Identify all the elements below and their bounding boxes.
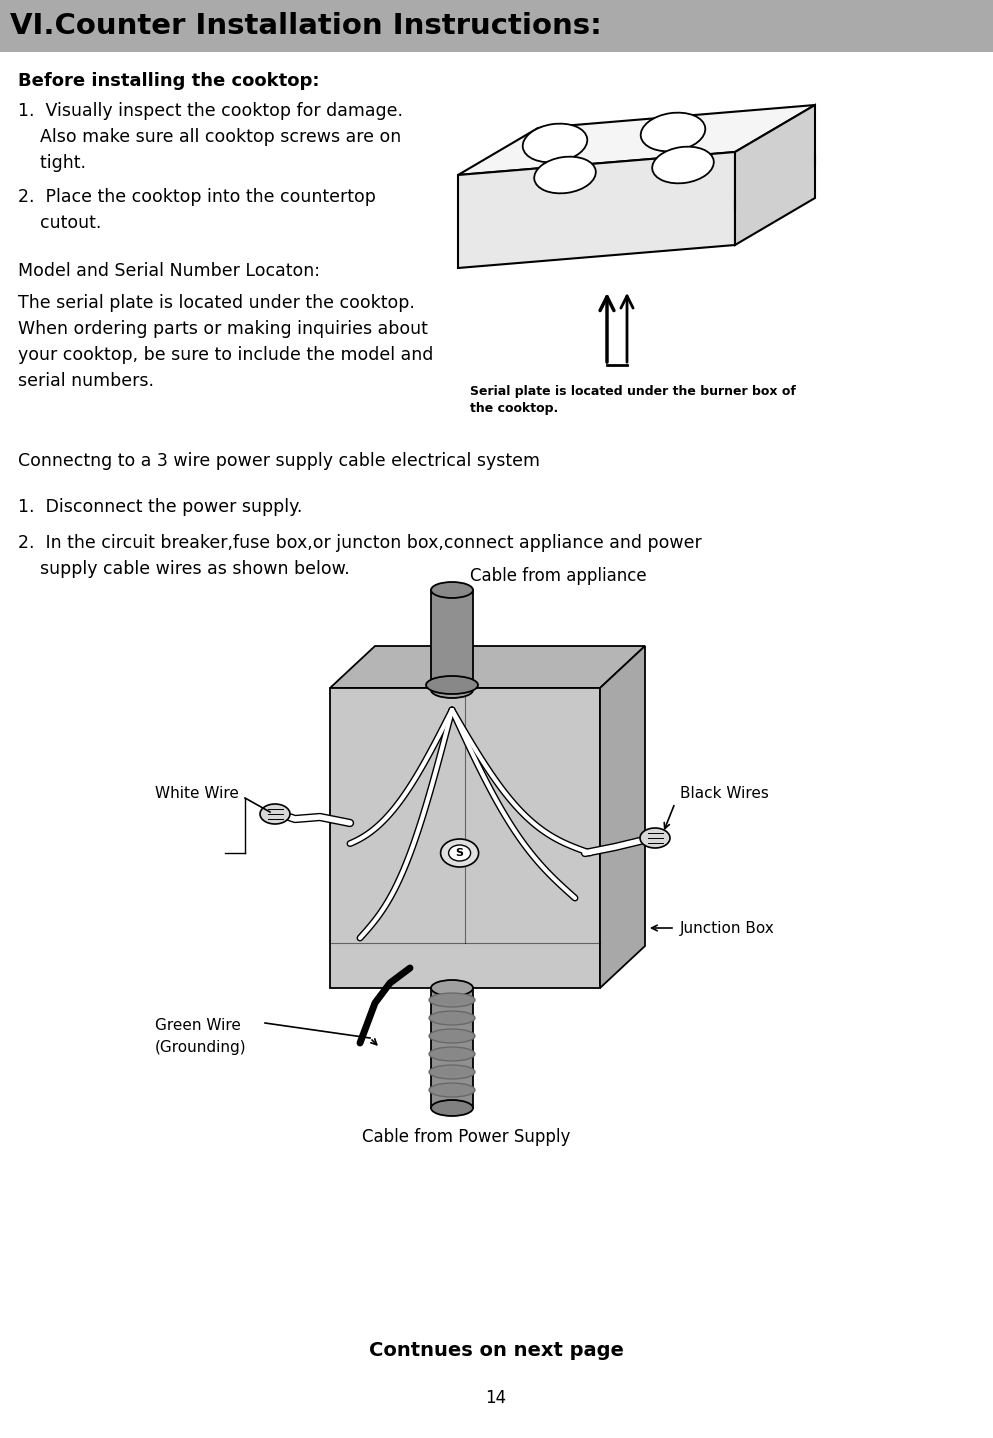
Text: (Grounding): (Grounding) [155, 1040, 246, 1055]
Text: 2.  Place the cooktop into the countertop: 2. Place the cooktop into the countertop [18, 188, 376, 206]
Ellipse shape [522, 124, 587, 162]
Text: When ordering parts or making inquiries about: When ordering parts or making inquiries … [18, 321, 428, 338]
Text: your cooktop, be sure to include the model and: your cooktop, be sure to include the mod… [18, 347, 433, 364]
Text: White Wire: White Wire [155, 785, 239, 801]
Text: Model and Serial Number Locaton:: Model and Serial Number Locaton: [18, 262, 320, 280]
Ellipse shape [429, 1047, 475, 1061]
Text: The serial plate is located under the cooktop.: The serial plate is located under the co… [18, 293, 415, 312]
Ellipse shape [640, 112, 705, 151]
Text: supply cable wires as shown below.: supply cable wires as shown below. [18, 559, 350, 578]
Polygon shape [458, 152, 735, 267]
Text: Green Wire: Green Wire [155, 1018, 241, 1032]
Text: VI.Counter Installation Instructions:: VI.Counter Installation Instructions: [10, 12, 602, 40]
Text: 2.  In the circuit breaker,fuse box,or juncton box,connect appliance and power: 2. In the circuit breaker,fuse box,or ju… [18, 533, 702, 552]
Ellipse shape [260, 804, 290, 824]
Text: cutout.: cutout. [18, 214, 101, 232]
Bar [431, 590, 473, 690]
Ellipse shape [429, 1030, 475, 1043]
Bar [431, 988, 473, 1109]
Ellipse shape [449, 846, 471, 861]
Text: Before installing the cooktop:: Before installing the cooktop: [18, 72, 320, 91]
Ellipse shape [429, 1083, 475, 1097]
Text: 1.  Disconnect the power supply.: 1. Disconnect the power supply. [18, 498, 303, 516]
Ellipse shape [431, 582, 473, 598]
Ellipse shape [534, 157, 596, 193]
Text: Connectng to a 3 wire power supply cable electrical system: Connectng to a 3 wire power supply cable… [18, 452, 540, 470]
Text: tight.: tight. [18, 154, 86, 173]
Ellipse shape [429, 994, 475, 1007]
Ellipse shape [652, 147, 714, 183]
Polygon shape [458, 105, 815, 175]
Polygon shape [600, 646, 645, 988]
Text: Also make sure all cooktop screws are on: Also make sure all cooktop screws are on [18, 128, 401, 147]
Text: Serial plate is located under the burner box of: Serial plate is located under the burner… [470, 385, 795, 398]
Polygon shape [330, 646, 645, 687]
Text: 14: 14 [486, 1389, 506, 1406]
Text: 1.  Visually inspect the cooktop for damage.: 1. Visually inspect the cooktop for dama… [18, 102, 403, 119]
Text: the cooktop.: the cooktop. [470, 403, 558, 416]
Text: S: S [456, 848, 464, 858]
Text: Contnues on next page: Contnues on next page [368, 1340, 624, 1359]
Bar [0, 0, 993, 52]
Text: Junction Box: Junction Box [680, 920, 775, 936]
Ellipse shape [426, 676, 478, 695]
Polygon shape [735, 105, 815, 244]
Bar [330, 687, 600, 988]
Text: Cable from Power Supply: Cable from Power Supply [362, 1127, 570, 1146]
Ellipse shape [640, 828, 670, 848]
Text: Cable from appliance: Cable from appliance [470, 567, 646, 585]
Ellipse shape [429, 1066, 475, 1078]
Ellipse shape [431, 981, 473, 997]
Text: Black Wires: Black Wires [680, 785, 769, 801]
Ellipse shape [441, 838, 479, 867]
Ellipse shape [429, 1011, 475, 1025]
Text: serial numbers.: serial numbers. [18, 372, 154, 390]
Ellipse shape [431, 682, 473, 697]
Ellipse shape [431, 1100, 473, 1116]
